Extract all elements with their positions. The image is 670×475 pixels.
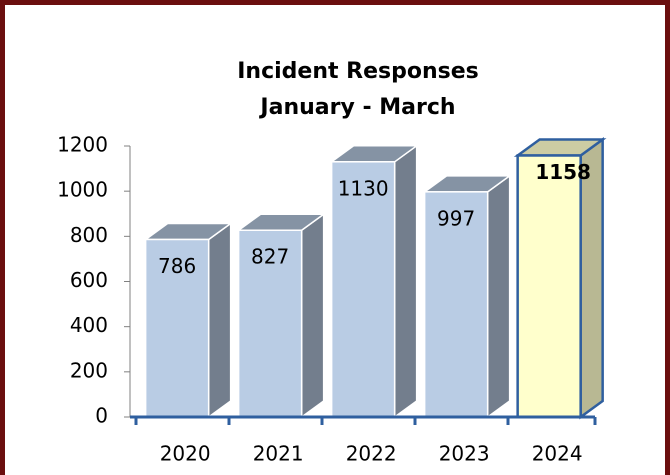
bar-side bbox=[207, 222, 232, 419]
y-tick-label: 800 bbox=[70, 223, 108, 247]
bar bbox=[329, 144, 419, 419]
chart-subtitle: January - March bbox=[258, 95, 455, 120]
data-label: 1158 bbox=[535, 160, 591, 184]
bar bbox=[422, 174, 512, 419]
y-tick-label: 1200 bbox=[57, 133, 108, 157]
data-label: 827 bbox=[251, 245, 289, 269]
y-tick-label: 400 bbox=[70, 313, 108, 337]
bar-side bbox=[300, 212, 325, 419]
bar bbox=[236, 212, 326, 419]
bar bbox=[513, 137, 607, 420]
data-label: 786 bbox=[158, 254, 196, 278]
bar-front bbox=[144, 238, 210, 418]
bar-front bbox=[330, 161, 396, 418]
y-tick-label: 0 bbox=[95, 404, 108, 428]
y-tick-label: 1000 bbox=[57, 178, 108, 202]
bar bbox=[143, 222, 233, 419]
bar-front bbox=[516, 154, 582, 419]
x-tick-label: 2021 bbox=[253, 442, 304, 466]
y-tick-label: 600 bbox=[70, 268, 108, 292]
bar-front bbox=[423, 191, 489, 418]
chart-title: Incident Responses bbox=[237, 59, 479, 84]
data-label: 997 bbox=[437, 206, 475, 230]
x-tick-label: 2024 bbox=[532, 442, 583, 466]
y-tick-label: 200 bbox=[70, 358, 108, 382]
bar-side bbox=[486, 174, 511, 419]
data-label: 1130 bbox=[338, 176, 389, 200]
bar-front bbox=[237, 229, 303, 418]
x-tick-label: 2023 bbox=[439, 442, 490, 466]
x-tick-label: 2022 bbox=[346, 442, 397, 466]
x-tick-label: 2020 bbox=[160, 442, 211, 466]
bar-side bbox=[393, 144, 418, 419]
